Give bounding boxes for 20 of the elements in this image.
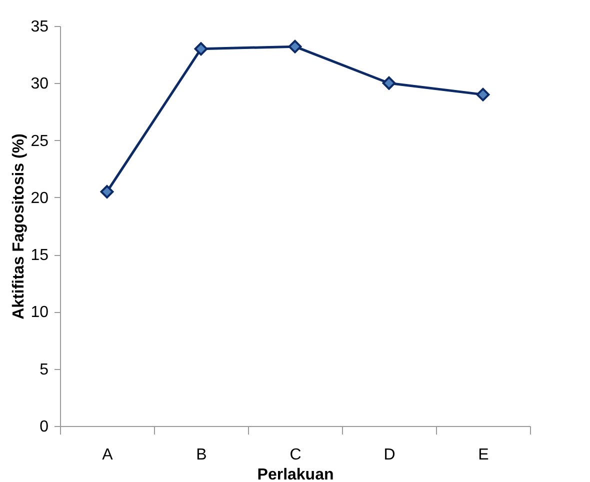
x-tick-label: C bbox=[290, 446, 302, 464]
point bbox=[382, 76, 396, 90]
y-tick-label: 20 bbox=[30, 190, 49, 207]
y-tick-label: 10 bbox=[30, 304, 49, 322]
y-tick-label: 25 bbox=[30, 132, 49, 150]
point bbox=[194, 42, 208, 56]
y-tick-label: 15 bbox=[30, 247, 49, 264]
x-tick-label: D bbox=[384, 446, 396, 464]
y-tick-label: 30 bbox=[30, 76, 49, 93]
point bbox=[100, 185, 114, 198]
x-tick-label: B bbox=[196, 446, 207, 464]
x-axis-title: Perlakuan bbox=[257, 466, 334, 482]
y-tick-label: 0 bbox=[40, 418, 49, 436]
x-tick-label: A bbox=[102, 446, 114, 464]
y-tick-label: 35 bbox=[30, 18, 49, 36]
x-tick-label: E bbox=[478, 446, 489, 464]
point bbox=[476, 88, 490, 102]
y-axis-title: Aktifitas Fagositosis (%) bbox=[10, 134, 28, 320]
y-tick-label: 5 bbox=[40, 361, 49, 378]
point bbox=[288, 40, 302, 54]
